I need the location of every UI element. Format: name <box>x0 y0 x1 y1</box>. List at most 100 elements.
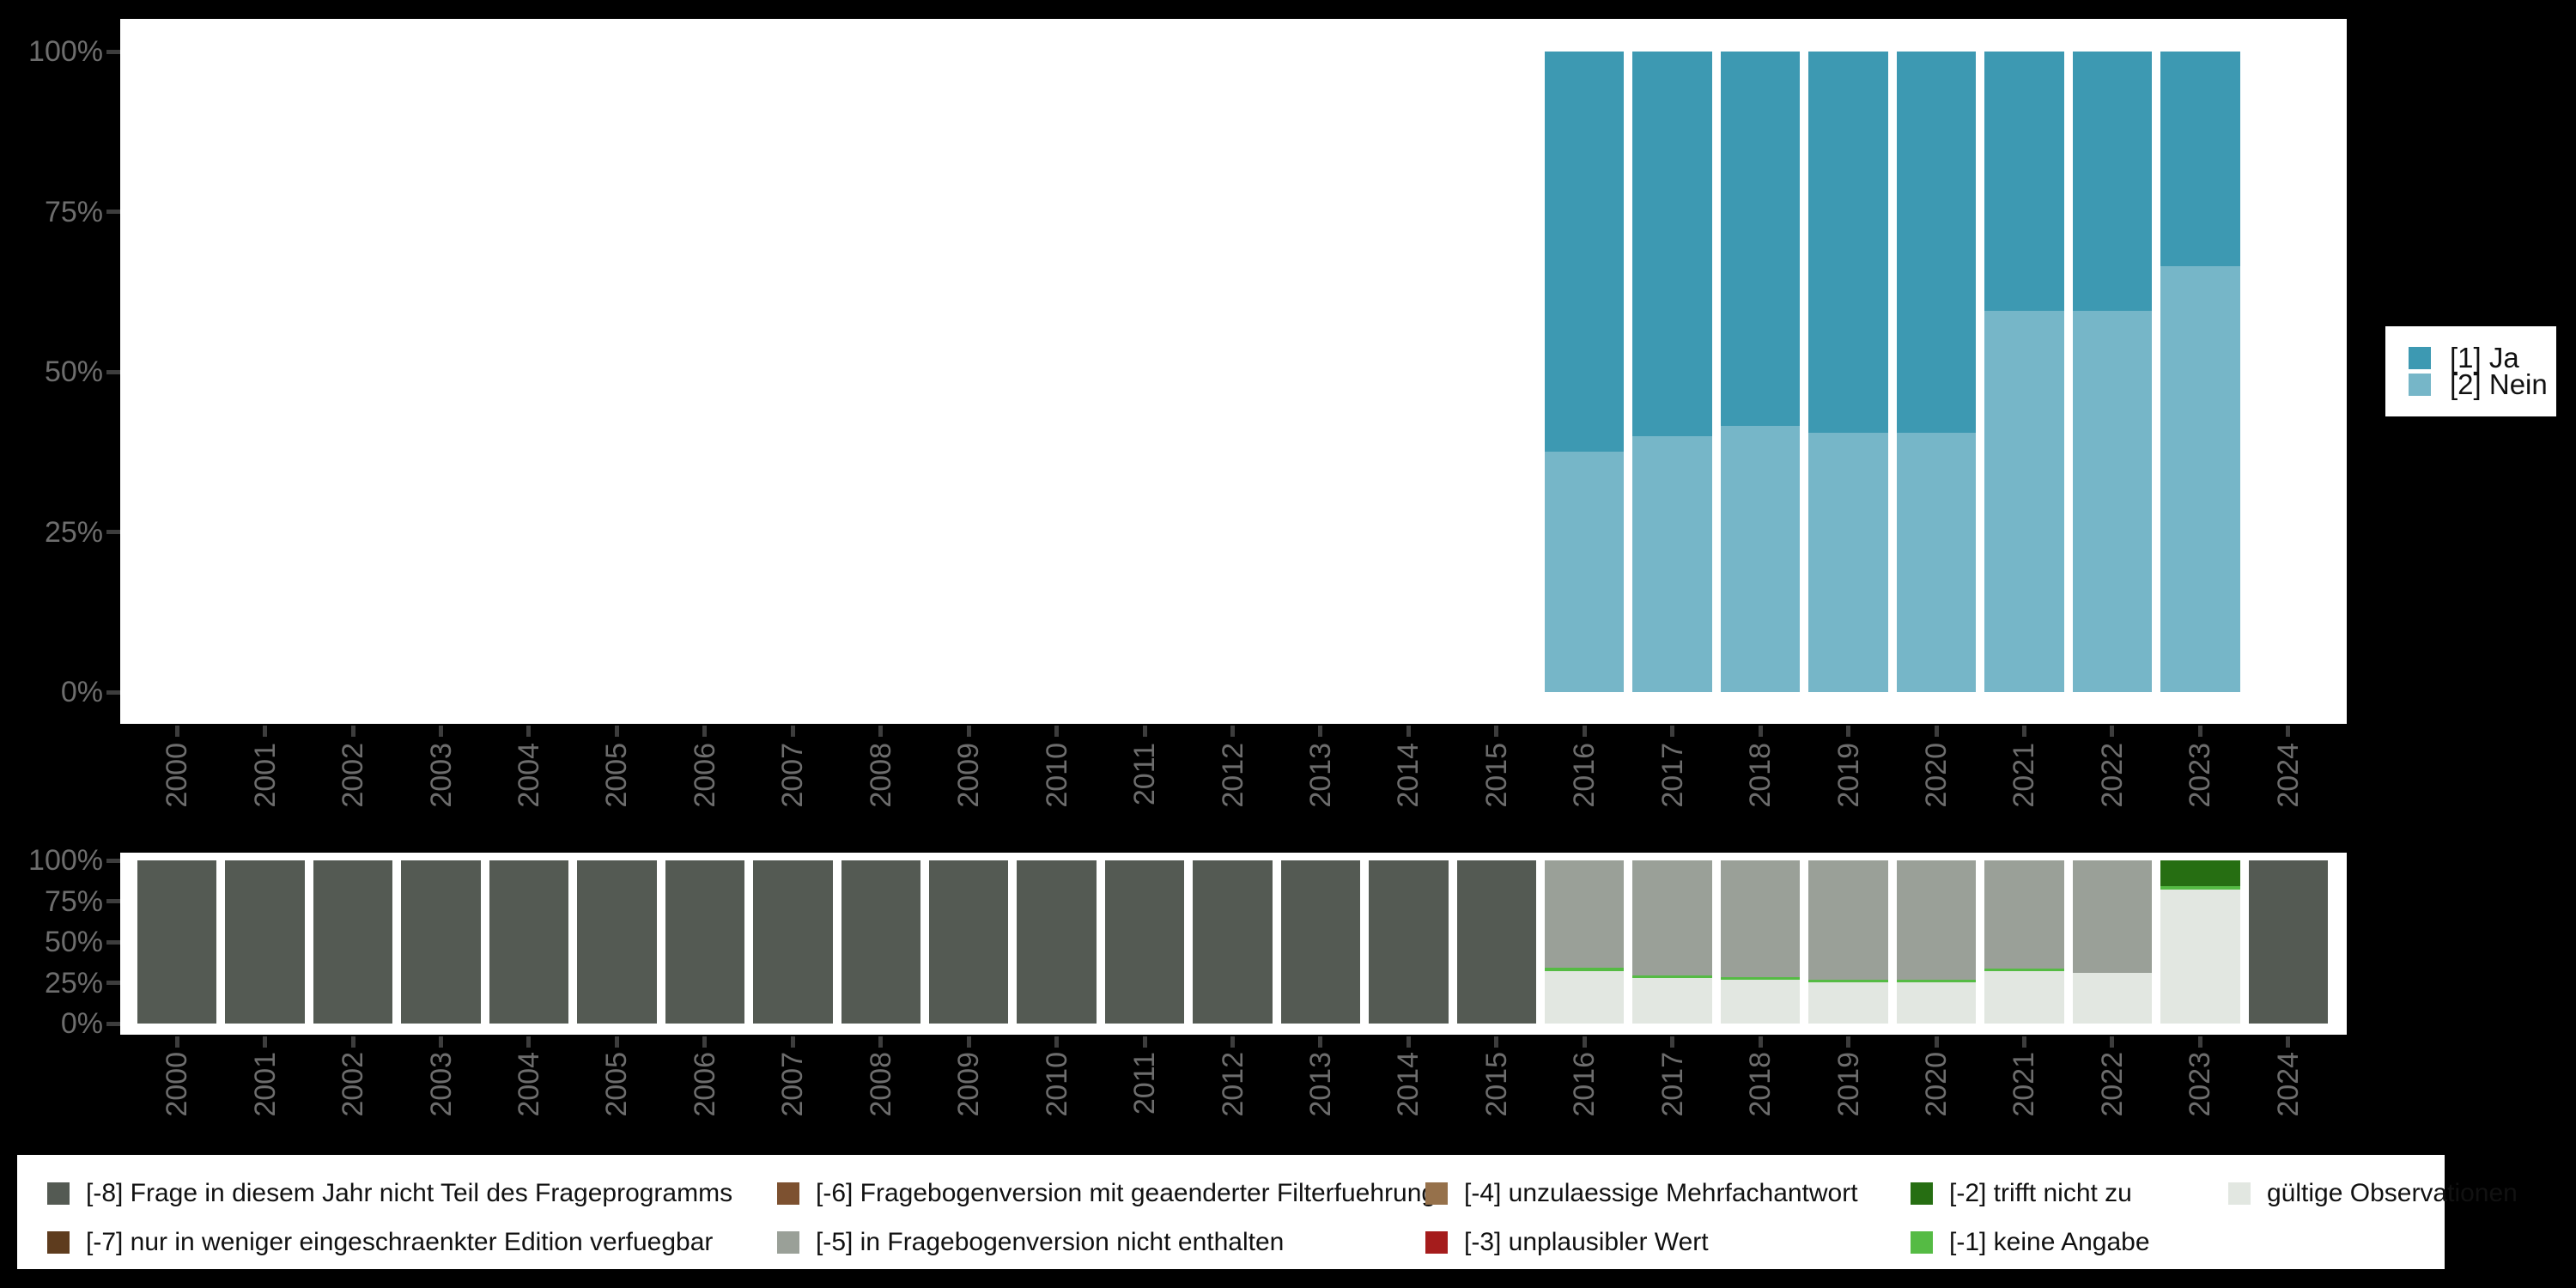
year-label-2008: 2008 <box>864 743 897 808</box>
y-tick-label-75pct: 75% <box>44 884 103 918</box>
year-label-2015: 2015 <box>1479 1052 1513 1117</box>
legend-label-m1: [-1] keine Angabe <box>1949 1228 2150 1256</box>
y-tick-mark <box>106 369 120 374</box>
x-tick-mark-2001 <box>263 1036 268 1048</box>
year-label-2009: 2009 <box>952 743 986 808</box>
x-tick-mark-2023 <box>2197 1036 2202 1048</box>
x-tick-mark-2011 <box>1142 726 1147 737</box>
y-tick-label-25pct: 25% <box>44 966 103 999</box>
x-tick-mark-2009 <box>966 1036 971 1048</box>
bar-answer-distribution-2010 <box>1012 52 1100 692</box>
year-label-2020: 2020 <box>1920 743 1953 808</box>
bar-answer-distribution-2007 <box>749 52 836 692</box>
bar-segment-2017-m1 <box>1632 975 1712 978</box>
y-tick-mark <box>106 1021 120 1026</box>
legend-label-m2: [-2] trifft nicht zu <box>1949 1179 2132 1207</box>
x-tick-mark-2006 <box>702 726 708 737</box>
bar-segment-2017-nein <box>1632 435 1712 692</box>
x-tick-mark-2024 <box>2286 1036 2291 1048</box>
year-label-2016: 2016 <box>1568 743 1601 808</box>
year-label-2018: 2018 <box>1744 1052 1777 1117</box>
y-tick-mark <box>106 981 120 985</box>
bar-segment-2015-m8 <box>1456 860 1537 1024</box>
bar-answer-distribution-2019 <box>1804 52 1892 692</box>
y-tick-label-0pct: 0% <box>60 1007 103 1040</box>
legend-item-valid: gültige Observationen <box>2228 1179 2518 1207</box>
bar-segment-2021-nein <box>1984 311 2064 692</box>
bar-segment-2016-valid <box>1545 971 1625 1024</box>
bar-missing-values-and-valid-observations-2005 <box>573 860 660 1024</box>
y-tick-mark <box>106 210 120 214</box>
missing-values-and-valid-observations-bars <box>133 860 2332 1024</box>
legend-label-nein: [2] Nein <box>2450 368 2548 400</box>
year-label-2024: 2024 <box>2271 1052 2305 1117</box>
bar-segment-2019-m5 <box>1808 860 1888 980</box>
x-tick-mark-2013 <box>1318 1036 1323 1048</box>
bar-segment-2018-m5 <box>1720 860 1801 977</box>
x-tick-mark-2020 <box>1934 726 1939 737</box>
bar-answer-distribution-2012 <box>1188 52 1276 692</box>
year-label-2006: 2006 <box>688 1052 721 1117</box>
year-label-2007: 2007 <box>776 743 810 808</box>
bar-segment-2014-m8 <box>1369 860 1449 1024</box>
bar-answer-distribution-2018 <box>1716 52 1804 692</box>
bar-answer-distribution-2023 <box>2156 52 2244 692</box>
year-label-2011: 2011 <box>1128 743 1162 806</box>
legend-item-m7: [-7] nur in weniger eingeschraenkter Edi… <box>47 1228 714 1256</box>
legend-item-m2: [-2] trifft nicht zu <box>1911 1179 2132 1207</box>
bar-segment-2012-m8 <box>1193 860 1273 1024</box>
x-tick-mark-2007 <box>790 1036 795 1048</box>
y-tick-mark <box>106 858 120 863</box>
legend-label-m7: [-7] nur in weniger eingeschraenkter Edi… <box>86 1228 714 1256</box>
year-label-2002: 2002 <box>337 1052 370 1117</box>
y-tick-mark <box>106 530 120 534</box>
bar-segment-2013-m8 <box>1280 860 1361 1024</box>
legend-label-ja: [1] Ja <box>2450 342 2519 374</box>
bar-segment-2021-ja <box>1984 52 2064 312</box>
y-tick-label-100pct: 100% <box>28 844 103 877</box>
y-tick-mark <box>106 939 120 945</box>
year-label-2001: 2001 <box>248 743 282 808</box>
bar-segment-2019-valid <box>1808 981 1888 1024</box>
m2-swatch-icon <box>1911 1182 1933 1205</box>
x-tick-mark-2019 <box>1846 1036 1851 1048</box>
x-tick-mark-2020 <box>1934 1036 1939 1048</box>
legend-item-nein: [2] Nein <box>2409 368 2556 400</box>
bar-answer-distribution-2014 <box>1364 52 1452 692</box>
year-label-2020: 2020 <box>1920 1052 1953 1117</box>
year-label-2005: 2005 <box>600 743 634 808</box>
year-label-2012: 2012 <box>1216 743 1249 808</box>
bar-missing-values-and-valid-observations-2010 <box>1012 860 1100 1024</box>
bar-missing-values-and-valid-observations-2004 <box>485 860 573 1024</box>
nein-swatch-icon <box>2409 374 2431 396</box>
bar-answer-distribution-2011 <box>1101 52 1188 692</box>
bar-missing-values-and-valid-observations-2016 <box>1540 860 1628 1024</box>
x-tick-mark-2023 <box>2197 726 2202 737</box>
legend-label-m6: [-6] Fragebogenversion mit geaenderter F… <box>816 1179 1437 1207</box>
year-label-2017: 2017 <box>1656 743 1689 808</box>
legend-item-m1: [-1] keine Angabe <box>1911 1228 2150 1256</box>
bar-segment-2019-m1 <box>1808 979 1888 982</box>
bar-segment-2020-ja <box>1896 52 1977 433</box>
bar-answer-distribution-2005 <box>573 52 660 692</box>
legend-item-ja: [1] Ja <box>2409 342 2556 374</box>
bar-segment-2006-m8 <box>665 860 745 1024</box>
bar-answer-distribution-2009 <box>925 52 1012 692</box>
bar-segment-2019-ja <box>1808 52 1888 433</box>
bar-missing-values-and-valid-observations-2017 <box>1628 860 1716 1024</box>
legend-label-m3: [-3] unplausibler Wert <box>1464 1228 1709 1256</box>
bar-missing-values-and-valid-observations-2021 <box>1980 860 2068 1024</box>
bar-segment-2011-m8 <box>1104 860 1185 1024</box>
answer-legend: [1] Ja [2] Nein <box>2385 326 2556 416</box>
x-tick-mark-2010 <box>1054 726 1060 737</box>
year-label-2012: 2012 <box>1216 1052 1249 1117</box>
bar-answer-distribution-2013 <box>1277 52 1364 692</box>
bar-segment-2017-ja <box>1632 52 1712 436</box>
missing-values-legend: [-8] Frage in diesem Jahr nicht Teil des… <box>17 1155 2518 1269</box>
x-tick-mark-2008 <box>878 726 884 737</box>
year-label-2014: 2014 <box>1392 743 1425 808</box>
bar-segment-2017-m5 <box>1632 860 1712 975</box>
bar-segment-2016-ja <box>1545 52 1625 453</box>
bar-segment-2004-m8 <box>489 860 569 1024</box>
bar-missing-values-and-valid-observations-2019 <box>1804 860 1892 1024</box>
